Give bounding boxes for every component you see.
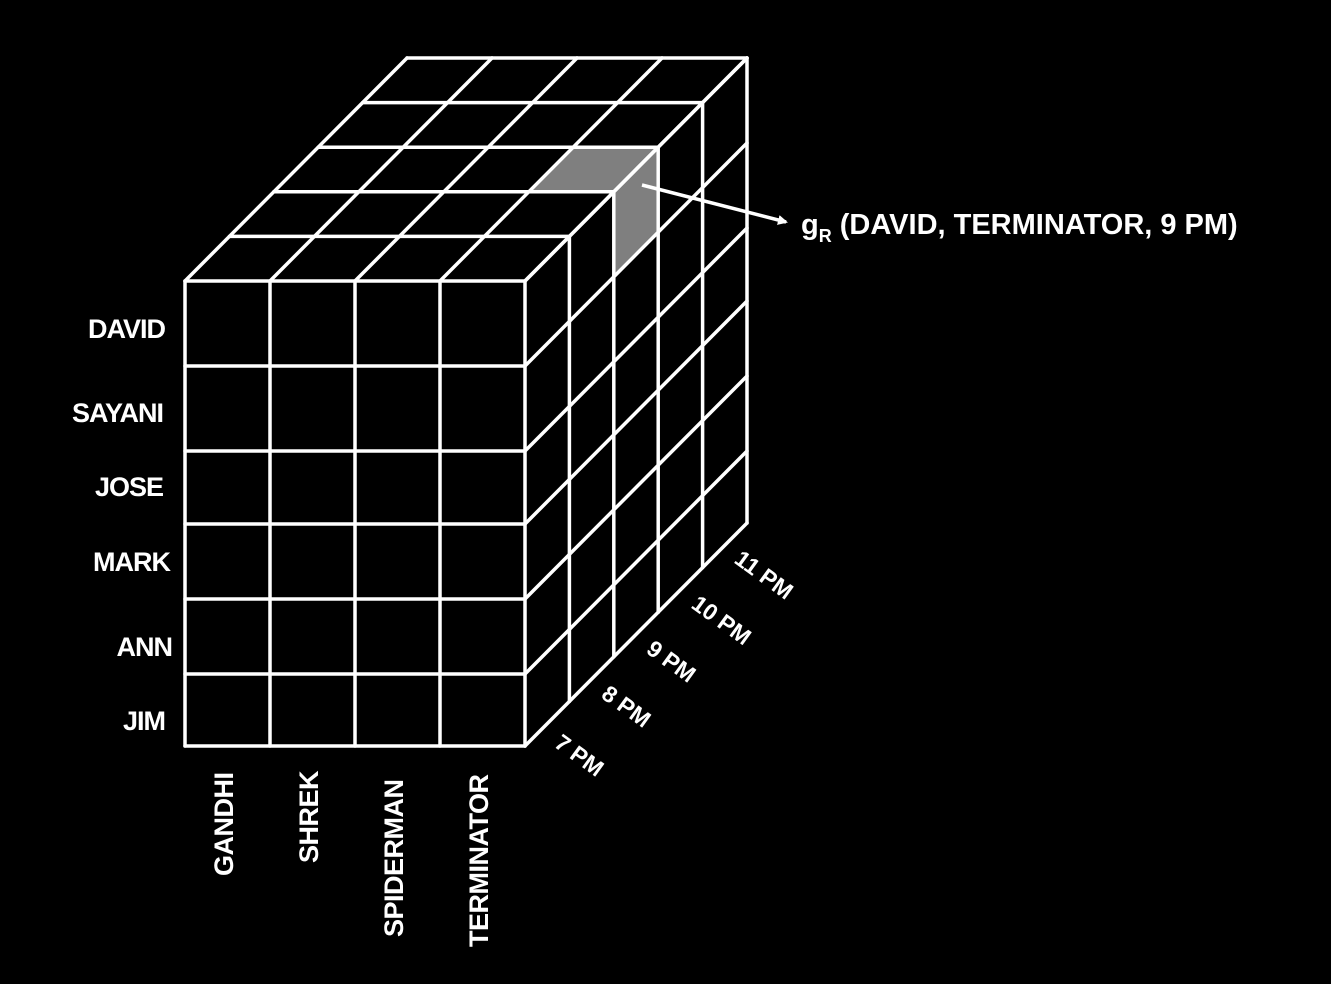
- annotation-symbol: g: [801, 209, 819, 241]
- side-depth-line: [523, 299, 749, 526]
- time-label-8pm: 8 PM: [597, 680, 656, 733]
- highlight-side-cell: [613, 147, 659, 277]
- row-label-ann: ANN: [117, 632, 173, 662]
- annotation-text: (DAVID, TERMINATOR, 9 PM): [832, 209, 1238, 241]
- time-label-9pm: 9 PM: [642, 635, 701, 688]
- cube-grid: [183, 56, 749, 748]
- side-depth-line: [523, 141, 749, 368]
- row-label-jim: JIM: [123, 706, 165, 736]
- top-depth-line: [438, 56, 664, 283]
- side-depth-line: [523, 374, 749, 601]
- column-label-shrek: SHREK: [294, 770, 324, 863]
- row-label-jose: JOSE: [95, 472, 163, 502]
- highlighted-cells: [528, 147, 659, 277]
- top-depth-line: [353, 56, 579, 283]
- top-depth-line: [268, 56, 494, 283]
- side-depth-line: [523, 521, 749, 748]
- axis-labels: DAVID SAYANI JOSE MARK ANN JIM GANDHI SH…: [72, 314, 798, 947]
- time-label-10pm: 10 PM: [687, 590, 756, 650]
- column-label-spiderman: SPIDERMAN: [379, 779, 409, 937]
- time-label-11pm: 11 PM: [730, 545, 798, 604]
- highlight-top-cell: [528, 147, 659, 192]
- side-depth-line: [523, 449, 749, 676]
- row-label-sayani: SAYANI: [72, 398, 163, 428]
- annotation-arrow: [641, 183, 788, 225]
- side-depth-line: [523, 56, 749, 283]
- time-label-7pm: 7 PM: [550, 729, 609, 782]
- side-depth-line: [523, 226, 749, 453]
- row-label-mark: MARK: [93, 547, 171, 577]
- row-label-david: DAVID: [88, 314, 166, 344]
- column-label-gandhi: GANDHI: [209, 773, 239, 877]
- column-label-terminator: TERMINATOR: [464, 775, 494, 948]
- annotation-subscript: R: [819, 226, 832, 246]
- top-depth-line: [183, 56, 409, 283]
- annotation-label: gR (DAVID, TERMINATOR, 9 PM): [801, 209, 1238, 246]
